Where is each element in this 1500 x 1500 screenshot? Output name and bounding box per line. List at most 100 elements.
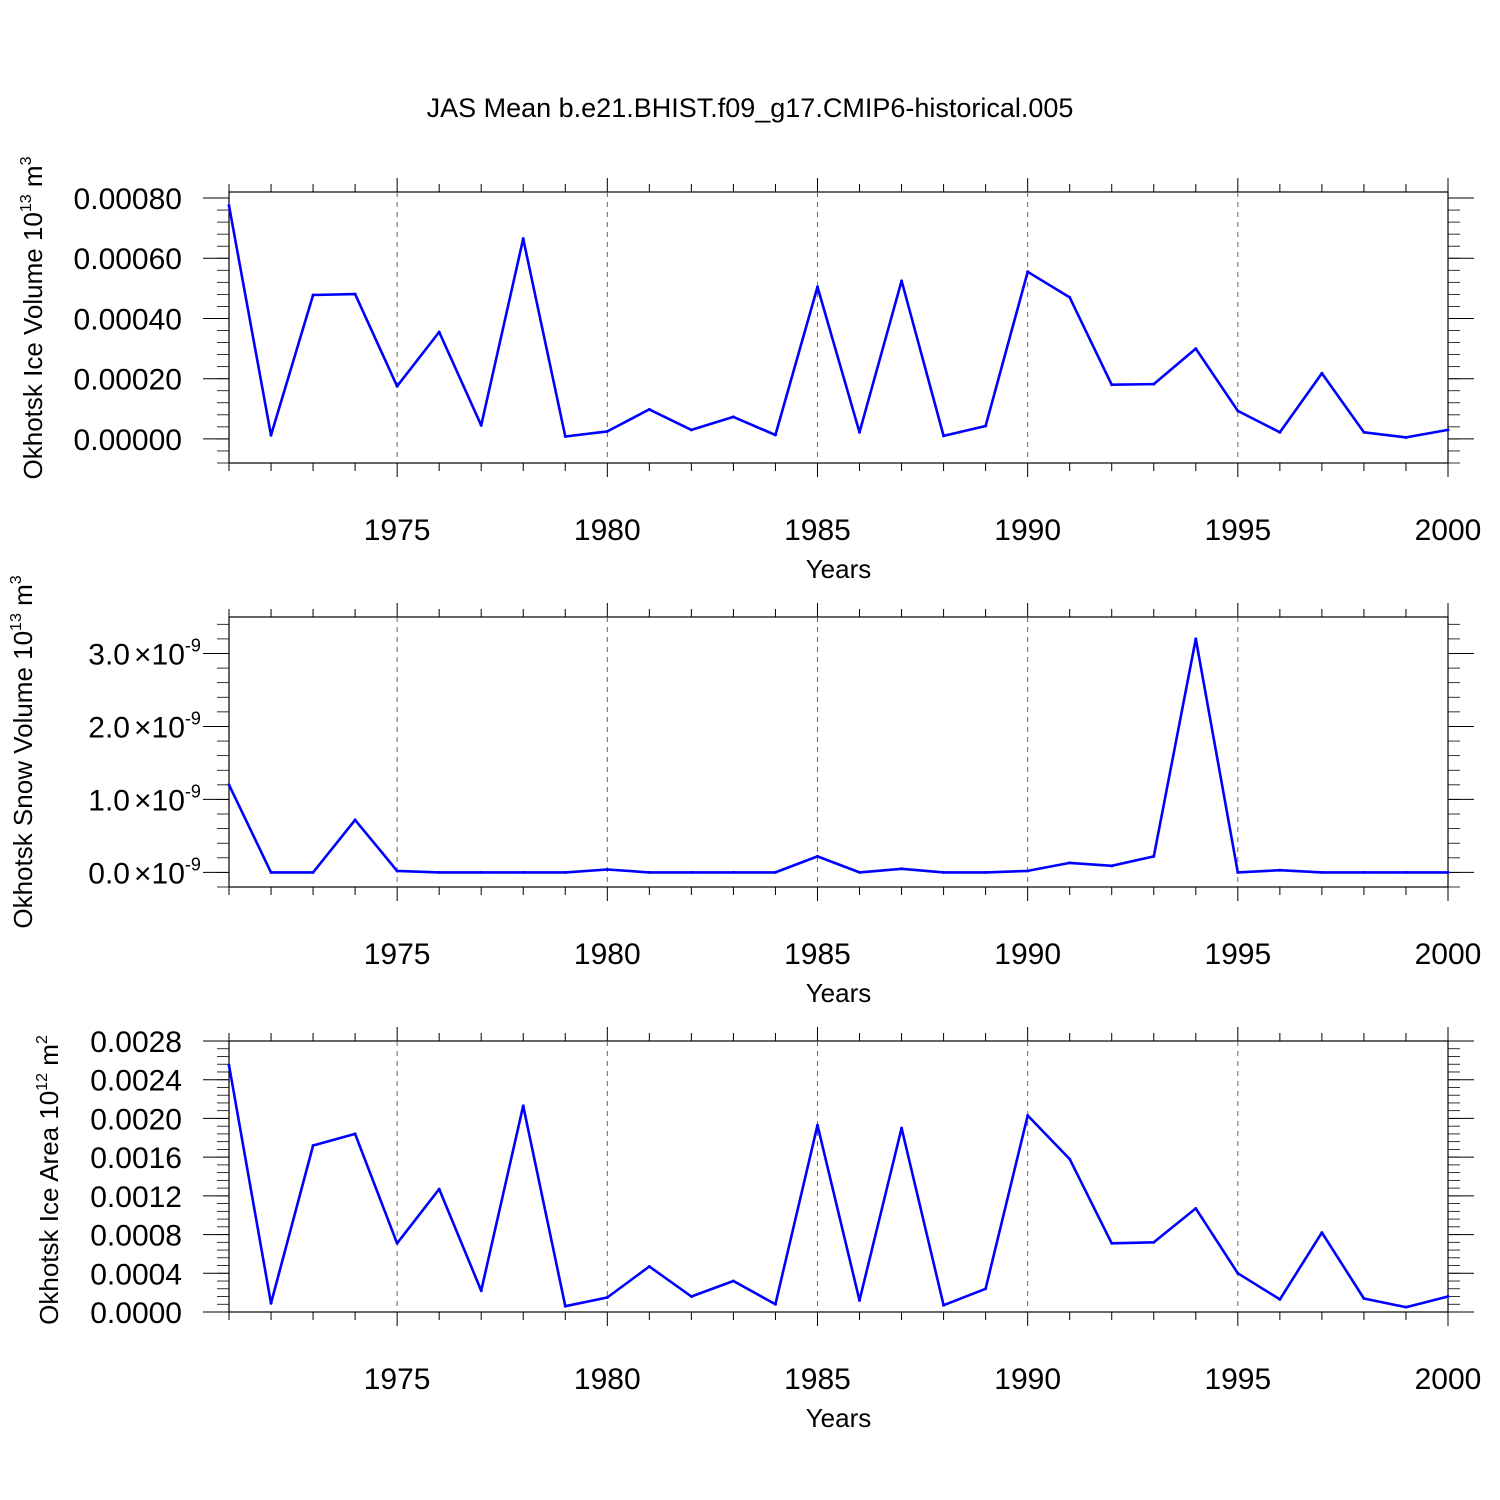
data-point (900, 279, 904, 283)
x-tick-label: 2000 (1415, 1363, 1482, 1396)
data-point (647, 1265, 651, 1269)
data-point (773, 1302, 777, 1306)
data-point (942, 434, 946, 438)
x-tick-label: 1990 (994, 1363, 1061, 1396)
data-point (773, 870, 777, 874)
y-multiplier-label: ×10-9 (134, 708, 201, 744)
x-tick-label: 1975 (364, 514, 431, 547)
data-point (815, 285, 819, 289)
data-point (605, 429, 609, 433)
data-point (227, 204, 231, 208)
x-axis-title: Years (806, 554, 872, 584)
y-tick-label: 0.0000 (90, 1297, 182, 1330)
data-point (395, 384, 399, 388)
x-tick-label: 1990 (994, 938, 1061, 971)
x-tick-label: 1995 (1204, 514, 1271, 547)
y-tick-label: 0.0004 (90, 1258, 182, 1291)
x-tick-label: 1980 (574, 938, 641, 971)
y-tick-label: 3.0 (88, 638, 130, 671)
data-point (353, 292, 357, 296)
data-point (563, 435, 567, 439)
x-tick-label: 1980 (574, 514, 641, 547)
data-point (647, 870, 651, 874)
data-point (900, 867, 904, 871)
x-tick-label: 1975 (364, 1363, 431, 1396)
data-point (1236, 870, 1240, 874)
y-tick-label: 0.00020 (74, 364, 182, 397)
data-point (563, 870, 567, 874)
panel-1: 1975 1980 1985 1990 1995 2000 0.00000 0.00020 0.… (18, 156, 1481, 584)
data-point (689, 1295, 693, 1299)
y-tick-label: 0.0 (88, 857, 130, 890)
data-point (1404, 435, 1408, 439)
x-tick-label: 1985 (784, 938, 851, 971)
data-point (311, 1144, 315, 1148)
data-point (269, 433, 273, 437)
data-point (269, 870, 273, 874)
data-point (1320, 870, 1324, 874)
data-point (984, 424, 988, 428)
data-point (1278, 1297, 1282, 1301)
data-point (1026, 270, 1030, 274)
data-point (521, 237, 525, 241)
y-tick-label: 0.0008 (90, 1220, 182, 1253)
y-tick-label: 0.00040 (74, 303, 182, 336)
y-tick-label: 0.00060 (74, 243, 182, 276)
x-tick-label: 1985 (784, 514, 851, 547)
y-tick-label: 0.0024 (90, 1065, 182, 1098)
data-point (1194, 637, 1198, 641)
data-point (942, 870, 946, 874)
data-point (353, 1132, 357, 1136)
data-point (437, 870, 441, 874)
data-point (731, 870, 735, 874)
y-tick-label: 1.0 (88, 784, 130, 817)
data-point (1446, 1295, 1450, 1299)
y-multiplier-label: ×10-9 (134, 781, 201, 817)
data-point (1236, 1271, 1240, 1275)
y-multiplier-label: ×10-9 (134, 854, 201, 890)
data-point (311, 870, 315, 874)
data-point (1446, 870, 1450, 874)
series-line (227, 1064, 1449, 1309)
data-point (1110, 864, 1114, 868)
x-tick-label: 2000 (1415, 514, 1482, 547)
data-point (605, 1295, 609, 1299)
data-point (521, 1104, 525, 1108)
data-point (479, 423, 483, 427)
y-multiplier-label: ×10-9 (134, 635, 201, 671)
data-point (1026, 1114, 1030, 1118)
data-point (689, 870, 693, 874)
data-point (1278, 430, 1282, 434)
x-tick-label: 1980 (574, 1363, 641, 1396)
data-point (1446, 428, 1450, 432)
plot-frame (228, 616, 1449, 888)
data-point (227, 1063, 231, 1067)
data-point (437, 1187, 441, 1191)
x-axis-title: Years (806, 1403, 872, 1433)
data-point (1110, 383, 1114, 387)
y-tick-label: 0.0016 (90, 1142, 182, 1175)
y-axis-title: Okhotsk Snow Volume 1013 m3 (8, 575, 38, 928)
data-point (227, 783, 231, 787)
data-point (984, 870, 988, 874)
x-axis-title: Years (806, 978, 872, 1008)
data-point (942, 1303, 946, 1307)
y-axis-title: Okhotsk Ice Volume 1013 m3 (18, 156, 48, 479)
data-point (731, 1279, 735, 1283)
data-point (1320, 1231, 1324, 1235)
data-point (1068, 861, 1072, 865)
data-point (521, 870, 525, 874)
x-tick-label: 1995 (1204, 938, 1271, 971)
data-point (1194, 347, 1198, 351)
x-tick-label: 2000 (1415, 938, 1482, 971)
data-point (773, 433, 777, 437)
data-point (1110, 1241, 1114, 1245)
y-tick-label: 0.00080 (74, 183, 182, 216)
data-point (605, 867, 609, 871)
series-line (227, 637, 1448, 874)
data-point (269, 1301, 273, 1305)
plot-frame (228, 1040, 1449, 1313)
data-point (1236, 409, 1240, 413)
panel-3: 1975 1980 1985 1990 1995 2000 0.0000 0.0004 0.00… (34, 1026, 1481, 1433)
